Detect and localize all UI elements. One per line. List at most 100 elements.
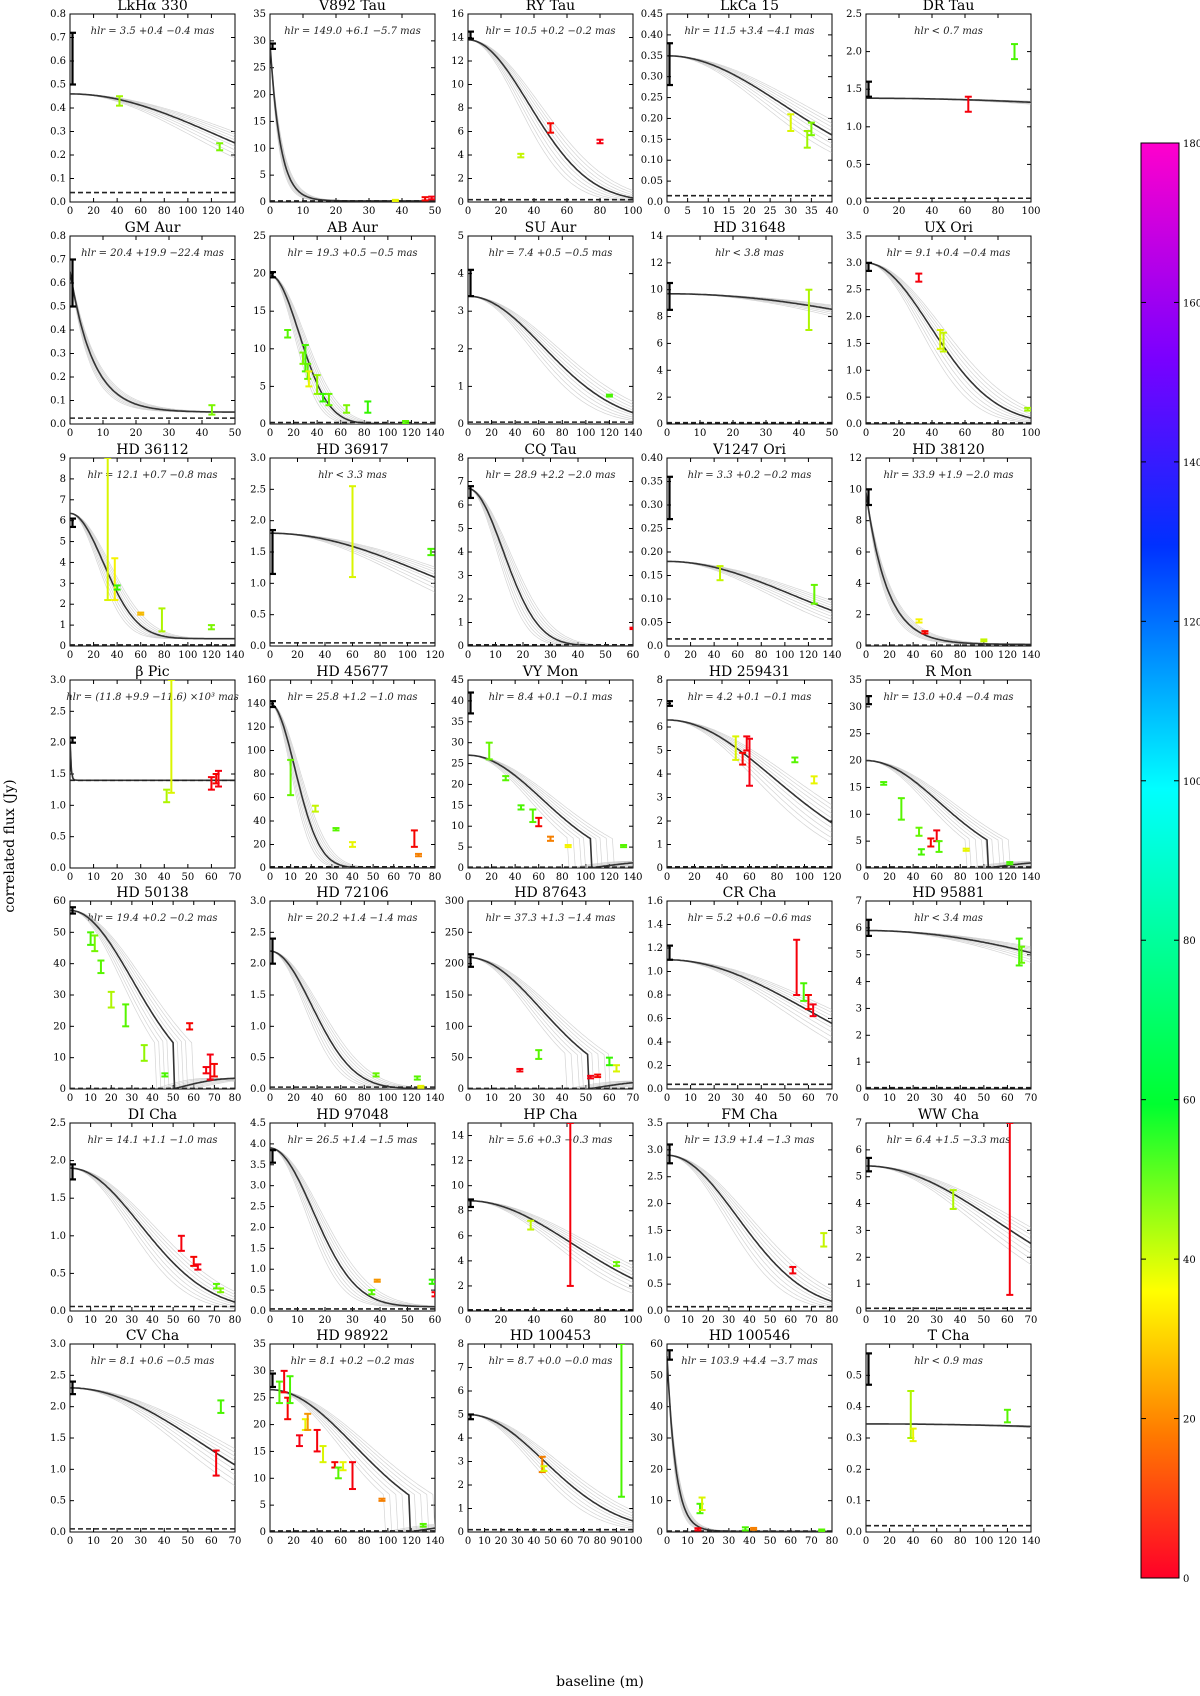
y-tick-label: 0.5 xyxy=(846,392,862,403)
x-tick-label: 140 xyxy=(822,650,841,661)
model-realization xyxy=(270,703,435,868)
y-tick-label: 1.5 xyxy=(846,84,862,95)
x-tick-label: 50 xyxy=(229,428,242,439)
x-tick-label: 0 xyxy=(664,1536,670,1547)
flux-errorbar xyxy=(564,844,572,849)
flux-errorbar xyxy=(804,994,812,1011)
y-tick-label: 5 xyxy=(260,1500,266,1511)
flux-errorbar xyxy=(349,841,356,848)
plot-area xyxy=(69,1343,236,1533)
x-tick-label: 0 xyxy=(465,1536,471,1547)
x-tick-label: 140 xyxy=(1021,1536,1040,1547)
flux-errorbar xyxy=(208,404,216,416)
x-tick-label: 70 xyxy=(1025,1315,1038,1326)
panel-title: VY Mon xyxy=(522,664,579,680)
flux-errorbar xyxy=(186,1022,194,1031)
y-tick-label: 0.5 xyxy=(846,159,862,170)
y-tick-label: 0.05 xyxy=(641,618,663,629)
model-realization xyxy=(468,1414,633,1514)
x-tick-label: 120 xyxy=(202,650,221,661)
panel-25: HD 95881 hlr < 3.4 mas 0 10 20 30 40 50 60 70 0 1 2 3… xyxy=(856,885,1038,1104)
x-tick-label: 10 xyxy=(284,872,297,883)
flux-errorbar xyxy=(746,737,753,787)
y-tick-label: 0 xyxy=(856,641,862,652)
flux-errorbar xyxy=(1006,1123,1014,1296)
y-tick-label: 3 xyxy=(60,578,66,589)
y-tick-label: 1 xyxy=(856,1057,862,1068)
y-tick-label: 1 xyxy=(458,1504,464,1515)
flux-errorbar xyxy=(535,816,543,828)
y-tick-label: 0 xyxy=(458,1306,464,1317)
model-realization xyxy=(468,754,633,868)
x-tick-label: 60 xyxy=(743,872,756,883)
x-tick-label: 120 xyxy=(600,428,619,439)
flux-errorbar xyxy=(750,1526,758,1531)
x-tick-label: 40 xyxy=(572,650,585,661)
x-tick-label: 120 xyxy=(998,872,1017,883)
panel-title: HD 87643 xyxy=(514,885,586,901)
x-tick-label: 40 xyxy=(954,1315,967,1326)
y-tick-label: 0.10 xyxy=(641,155,663,166)
plot-area xyxy=(269,1343,436,1533)
x-tick-label: 10 xyxy=(291,1315,304,1326)
y-tick-label: 15 xyxy=(849,782,862,793)
panel-title: V892 Tau xyxy=(318,0,386,14)
y-tick-label: 14 xyxy=(650,231,663,242)
flux-errorbar xyxy=(97,959,105,975)
y-tick-label: 0 xyxy=(458,197,464,208)
y-tick-label: 0 xyxy=(458,863,464,874)
panel-27: HD 97048 hlr = 26.5 +1.4 −1.5 mas 0 10 20 30 4… xyxy=(250,1107,441,1326)
panel-22: HD 72106 hlr = 20.2 +1.4 −1.4 mas 0 20 40 60 8… xyxy=(250,885,444,1104)
x-tick-label: 120 xyxy=(402,428,421,439)
total-flux-bar xyxy=(866,261,872,273)
x-tick-label: 30 xyxy=(326,872,339,883)
total-flux-bar xyxy=(270,270,276,279)
x-tick-label: 100 xyxy=(775,650,794,661)
hlr-annotation: hlr = 8.7 +0.0 −0.0 mas xyxy=(489,1356,613,1367)
flux-errorbar xyxy=(104,458,112,602)
x-tick-label: 40 xyxy=(158,1536,171,1547)
hlr-annotation: hlr = 9.1 +0.4 −0.4 mas xyxy=(887,248,1011,259)
best-fit-curve xyxy=(270,1388,435,1532)
x-tick-label: 0 xyxy=(67,206,73,217)
y-tick-label: 20 xyxy=(451,779,464,790)
x-tick-label: 30 xyxy=(134,872,147,883)
flux-errorbar xyxy=(694,1527,702,1532)
x-tick-label: 40 xyxy=(319,650,332,661)
x-tick-label: 30 xyxy=(731,1093,744,1104)
y-tick-label: 30 xyxy=(253,1366,266,1377)
panel-title: V1247 Ori xyxy=(712,442,786,458)
total-flux-bar xyxy=(468,1413,474,1421)
hlr-annotation: hlr = 5.2 +0.6 −0.6 mas xyxy=(688,913,812,924)
flux-errorbar xyxy=(818,1528,826,1532)
panel-4: LkCa 15 hlr = 11.5 +3.4 −4.1 mas 0 5 10 15 20 2… xyxy=(641,0,839,217)
plot-area xyxy=(666,1122,833,1312)
y-tick-label: 0.7 xyxy=(50,255,66,266)
y-tick-label: 1.4 xyxy=(647,920,663,931)
y-tick-label: 1.5 xyxy=(50,1433,66,1444)
flux-errorbar xyxy=(372,1072,380,1078)
x-tick-label: 100 xyxy=(1021,428,1040,439)
best-fit-curve xyxy=(866,1165,1031,1245)
y-tick-label: 0.1 xyxy=(50,396,66,407)
x-tick-label: 60 xyxy=(387,872,400,883)
model-realization xyxy=(70,910,235,1089)
model-realization xyxy=(468,295,633,421)
panel-16: β Pic hlr = (11.8 +9.9 −11.6) ×10³ mas 0 10… xyxy=(50,664,241,883)
model-realization xyxy=(468,488,633,646)
flux-errorbar xyxy=(334,1466,342,1480)
panel-title: LkCa 15 xyxy=(720,0,779,14)
plot-area xyxy=(69,235,236,425)
y-tick-label: 150 xyxy=(445,990,464,1001)
total-flux-bar xyxy=(70,1163,76,1181)
total-flux-bar xyxy=(866,918,872,938)
x-tick-label: 100 xyxy=(178,206,197,217)
y-tick-label: 5 xyxy=(260,381,266,392)
y-tick-label: 60 xyxy=(253,793,266,804)
x-tick-label: 100 xyxy=(576,872,595,883)
x-tick-label: 80 xyxy=(992,206,1005,217)
y-tick-label: 0.10 xyxy=(641,594,663,605)
flux-errorbar xyxy=(428,1278,435,1285)
y-tick-label: 1.5 xyxy=(250,1243,266,1254)
